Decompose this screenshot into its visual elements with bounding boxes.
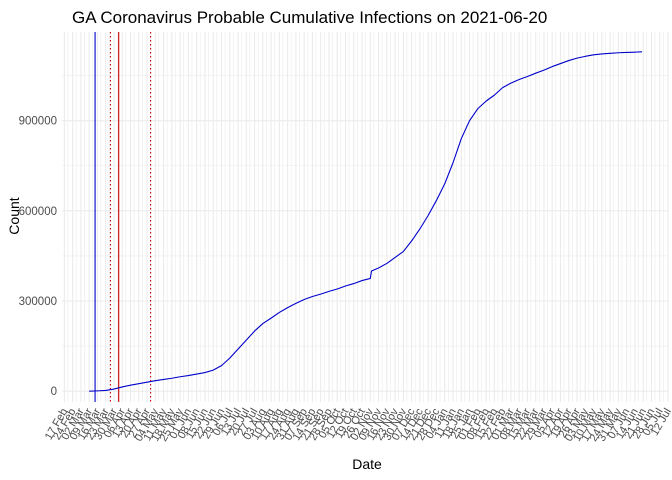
chart-title: GA Coronavirus Probable Cumulative Infec…	[72, 8, 547, 27]
y-axis-title: Count	[6, 197, 22, 234]
series-layer	[89, 51, 643, 392]
grid	[62, 32, 669, 402]
y-tick-label: 0	[51, 386, 57, 398]
y-tick-label: 900000	[19, 116, 57, 128]
y-tick-label: 300000	[19, 296, 57, 308]
y-axis: 0 300000 600000 900000	[19, 116, 57, 399]
x-axis-title: Date	[352, 456, 382, 472]
series-line	[89, 51, 643, 392]
reference-lines	[94, 32, 152, 402]
y-tick-label: 600000	[19, 206, 57, 218]
